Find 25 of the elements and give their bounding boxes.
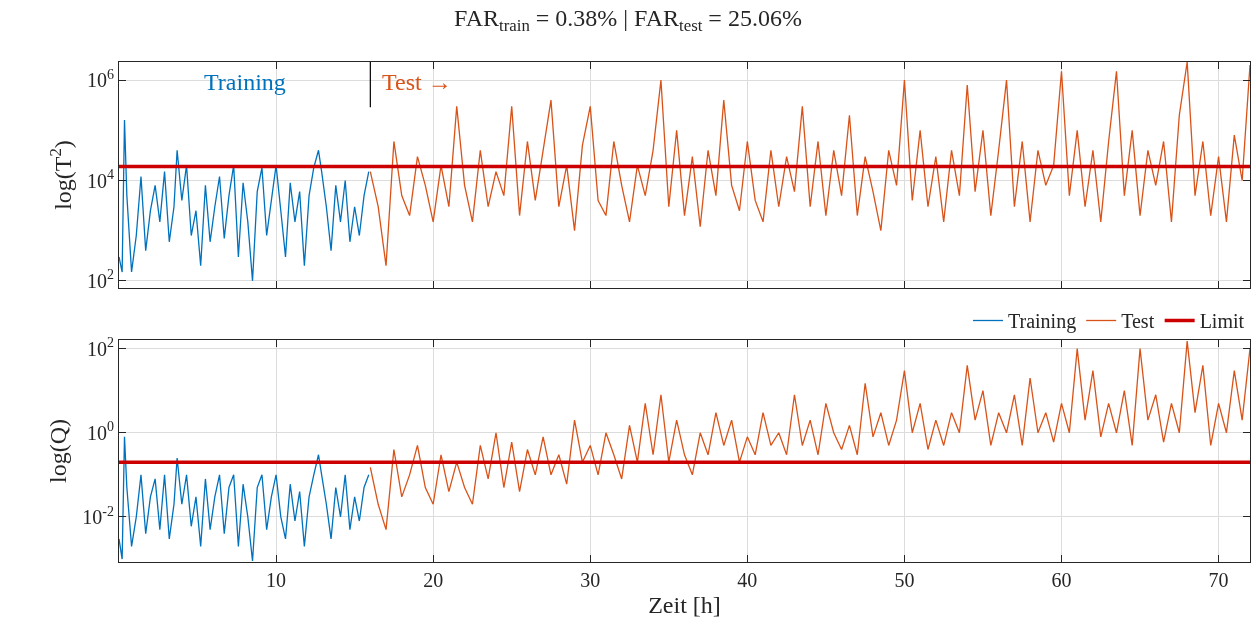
x-axis-title: Zeit [h] bbox=[648, 592, 721, 619]
annotation: Training bbox=[204, 69, 286, 95]
line-series bbox=[119, 436, 370, 562]
x-tick-label: 30 bbox=[580, 569, 601, 592]
y-tick-label: 10$^{-2}$ bbox=[82, 503, 114, 528]
y-tick-label: 10$^{0}$ bbox=[86, 419, 114, 444]
y-tick-label: 10$^{4}$ bbox=[86, 167, 114, 192]
legend-label: Test bbox=[1121, 310, 1155, 333]
legend-label: Training bbox=[1008, 310, 1077, 334]
x-tick-label: 20 bbox=[423, 569, 444, 592]
y-axis-title: log(Q) bbox=[45, 419, 72, 483]
x-tick-label: 60 bbox=[1051, 569, 1072, 592]
x-tick-label: 70 bbox=[1208, 569, 1229, 592]
y-tick-label: 10$^{6}$ bbox=[86, 66, 114, 92]
line-series bbox=[369, 340, 1250, 531]
x-tick-label: 40 bbox=[737, 569, 758, 592]
y-tick-label: 10$^{2}$ bbox=[86, 335, 114, 360]
annotation: Test → bbox=[382, 69, 452, 95]
x-tick-label: 50 bbox=[894, 569, 915, 592]
chart-title: FAR$_{train}$ = 0.38% | FAR$_{test}$ = 25.06% bbox=[454, 4, 802, 35]
line-series bbox=[119, 119, 370, 282]
y-tick-label: 10$^{2}$ bbox=[86, 267, 114, 292]
line-series bbox=[369, 62, 1250, 267]
legend-label: Limit bbox=[1199, 310, 1245, 333]
x-tick-label: 10 bbox=[266, 569, 287, 592]
